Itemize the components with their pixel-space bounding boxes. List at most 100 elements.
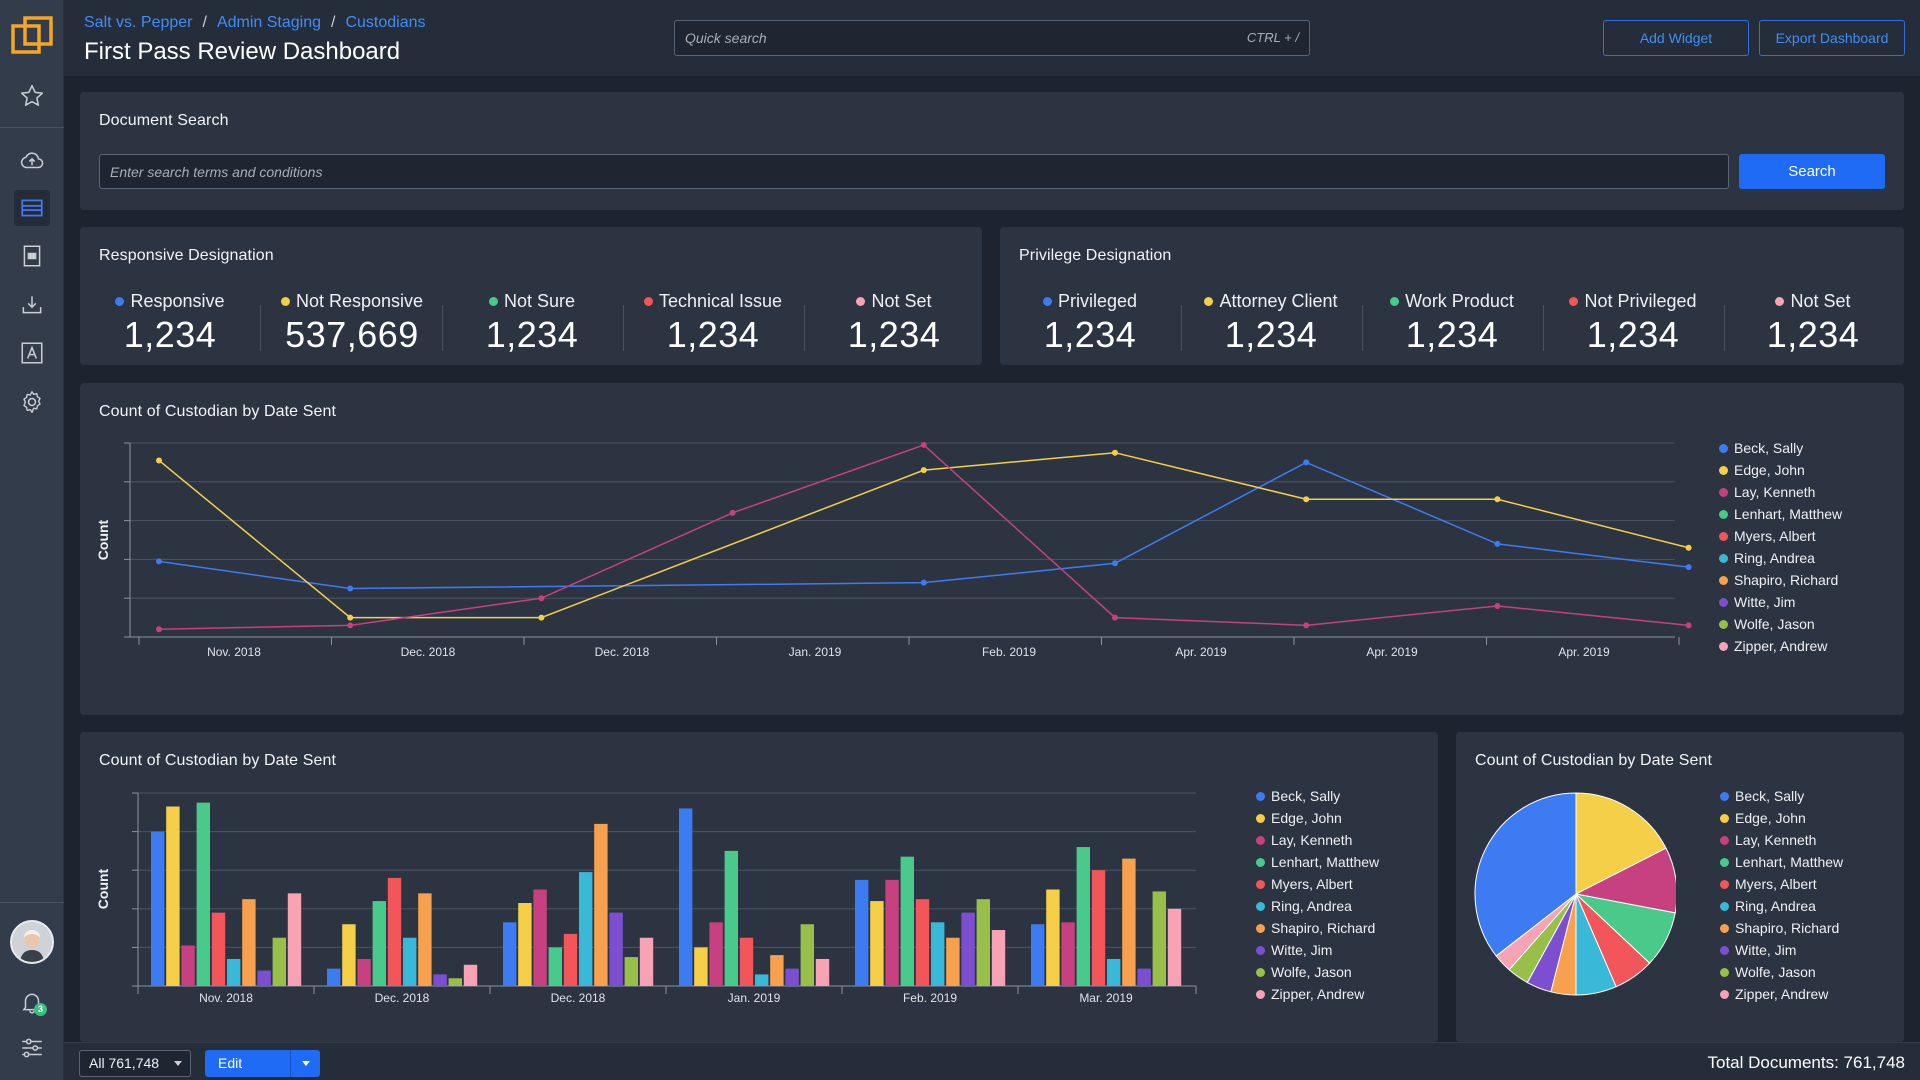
data-point[interactable] bbox=[1112, 560, 1118, 567]
bar[interactable] bbox=[463, 964, 478, 986]
bar[interactable] bbox=[448, 978, 462, 986]
bar[interactable] bbox=[739, 937, 754, 986]
app-logo[interactable] bbox=[10, 14, 54, 58]
bar[interactable] bbox=[196, 802, 210, 986]
stat-attorney-client[interactable]: Attorney Client 1,234 bbox=[1181, 291, 1361, 356]
data-point[interactable] bbox=[1112, 614, 1118, 621]
data-point[interactable] bbox=[1303, 459, 1310, 466]
stat-work-product[interactable]: Work Product 1,234 bbox=[1362, 291, 1542, 356]
edit-button[interactable]: Edit bbox=[205, 1050, 320, 1077]
bar[interactable] bbox=[1137, 968, 1151, 986]
data-point[interactable] bbox=[347, 585, 354, 592]
bar[interactable] bbox=[961, 912, 975, 986]
bar[interactable] bbox=[800, 924, 814, 986]
bar[interactable] bbox=[709, 922, 723, 986]
bar[interactable] bbox=[1076, 847, 1090, 986]
data-point[interactable] bbox=[347, 622, 354, 629]
bar[interactable] bbox=[1152, 891, 1166, 986]
bar[interactable] bbox=[694, 947, 708, 986]
stat-not-responsive[interactable]: Not Responsive 537,669 bbox=[262, 291, 442, 356]
bar[interactable] bbox=[900, 856, 914, 986]
legend-item[interactable]: Wolfe, Jason bbox=[1720, 961, 1843, 983]
data-point[interactable] bbox=[1685, 544, 1692, 551]
bar[interactable] bbox=[563, 933, 578, 986]
legend-item[interactable]: Lenhart, Matthew bbox=[1720, 851, 1843, 873]
bar[interactable] bbox=[785, 968, 799, 986]
bar[interactable] bbox=[594, 823, 608, 986]
edit-dropdown-toggle[interactable] bbox=[290, 1050, 320, 1077]
legend-item[interactable]: Beck, Sally bbox=[1256, 785, 1379, 807]
bar[interactable] bbox=[976, 899, 990, 986]
bar[interactable] bbox=[855, 879, 869, 986]
bar[interactable] bbox=[533, 889, 547, 987]
bar[interactable] bbox=[679, 808, 693, 986]
stat-not-set[interactable]: Not Set 1,234 bbox=[1723, 291, 1903, 356]
data-point[interactable] bbox=[1494, 496, 1501, 503]
bar[interactable] bbox=[418, 893, 432, 986]
breadcrumb-link[interactable]: Custodians bbox=[345, 14, 426, 31]
legend-item[interactable]: Myers, Albert bbox=[1719, 525, 1842, 547]
bar[interactable] bbox=[755, 974, 769, 986]
upload-icon[interactable] bbox=[14, 143, 50, 179]
search-button[interactable]: Search bbox=[1739, 154, 1885, 189]
bar[interactable] bbox=[387, 877, 402, 986]
bar[interactable] bbox=[885, 879, 899, 986]
stat-responsive[interactable]: Responsive 1,234 bbox=[80, 291, 260, 356]
data-point[interactable] bbox=[347, 614, 354, 621]
bar[interactable] bbox=[227, 958, 241, 986]
bar[interactable] bbox=[624, 957, 638, 986]
legend-item[interactable]: Lenhart, Matthew bbox=[1256, 851, 1379, 873]
document-filter-select[interactable]: All 761,748 bbox=[79, 1050, 191, 1077]
data-point[interactable] bbox=[920, 441, 927, 448]
filters-icon[interactable] bbox=[14, 1030, 50, 1066]
legend-item[interactable]: Lay, Kenneth bbox=[1720, 829, 1843, 851]
data-point[interactable] bbox=[156, 558, 162, 565]
bar[interactable] bbox=[579, 872, 593, 986]
add-widget-button[interactable]: Add Widget bbox=[1603, 20, 1749, 56]
bar[interactable] bbox=[815, 958, 830, 986]
text-icon[interactable] bbox=[14, 335, 50, 371]
legend-item[interactable]: Wolfe, Jason bbox=[1256, 961, 1379, 983]
legend-item[interactable]: Edge, John bbox=[1256, 807, 1379, 829]
bar[interactable] bbox=[287, 893, 302, 986]
bar[interactable] bbox=[151, 831, 165, 986]
bar[interactable] bbox=[1061, 922, 1075, 986]
data-point[interactable] bbox=[920, 467, 927, 474]
bar[interactable] bbox=[870, 901, 884, 986]
data-point[interactable] bbox=[1685, 564, 1692, 571]
bar[interactable] bbox=[272, 937, 286, 986]
legend-item[interactable]: Lenhart, Matthew bbox=[1719, 503, 1842, 525]
legend-item[interactable]: Zipper, Andrew bbox=[1720, 983, 1843, 1005]
bar[interactable] bbox=[639, 937, 654, 986]
data-point[interactable] bbox=[156, 626, 162, 633]
stat-technical-issue[interactable]: Technical Issue 1,234 bbox=[623, 291, 803, 356]
document-search-input[interactable] bbox=[99, 154, 1729, 189]
legend-item[interactable]: Myers, Albert bbox=[1256, 873, 1379, 895]
bar[interactable] bbox=[1031, 924, 1045, 986]
data-point[interactable] bbox=[1112, 449, 1118, 456]
legend-item[interactable]: Myers, Albert bbox=[1720, 873, 1843, 895]
data-point[interactable] bbox=[538, 595, 545, 602]
bar[interactable] bbox=[403, 937, 417, 986]
stat-not-privileged[interactable]: Not Privileged 1,234 bbox=[1543, 291, 1723, 356]
legend-item[interactable]: Shapiro, Richard bbox=[1256, 917, 1379, 939]
bar[interactable] bbox=[1107, 958, 1121, 986]
quick-search-input[interactable] bbox=[685, 21, 1165, 55]
pie-slice[interactable] bbox=[1474, 792, 1577, 957]
legend-item[interactable]: Shapiro, Richard bbox=[1720, 917, 1843, 939]
bar[interactable] bbox=[357, 958, 371, 986]
legend-item[interactable]: Ring, Andrea bbox=[1256, 895, 1379, 917]
bar[interactable] bbox=[433, 974, 447, 986]
legend-item[interactable]: Shapiro, Richard bbox=[1719, 569, 1842, 591]
bar[interactable] bbox=[342, 924, 356, 986]
stat-not-sure[interactable]: Not Sure 1,234 bbox=[442, 291, 622, 356]
bar[interactable] bbox=[724, 850, 738, 986]
bar[interactable] bbox=[327, 968, 341, 986]
bar[interactable] bbox=[1122, 858, 1136, 986]
stat-not-set[interactable]: Not Set 1,234 bbox=[804, 291, 984, 356]
bar[interactable] bbox=[770, 955, 784, 986]
bar[interactable] bbox=[915, 899, 930, 986]
legend-item[interactable]: Beck, Sally bbox=[1719, 437, 1842, 459]
stat-privileged[interactable]: Privileged 1,234 bbox=[1000, 291, 1180, 356]
bar[interactable] bbox=[548, 947, 562, 986]
